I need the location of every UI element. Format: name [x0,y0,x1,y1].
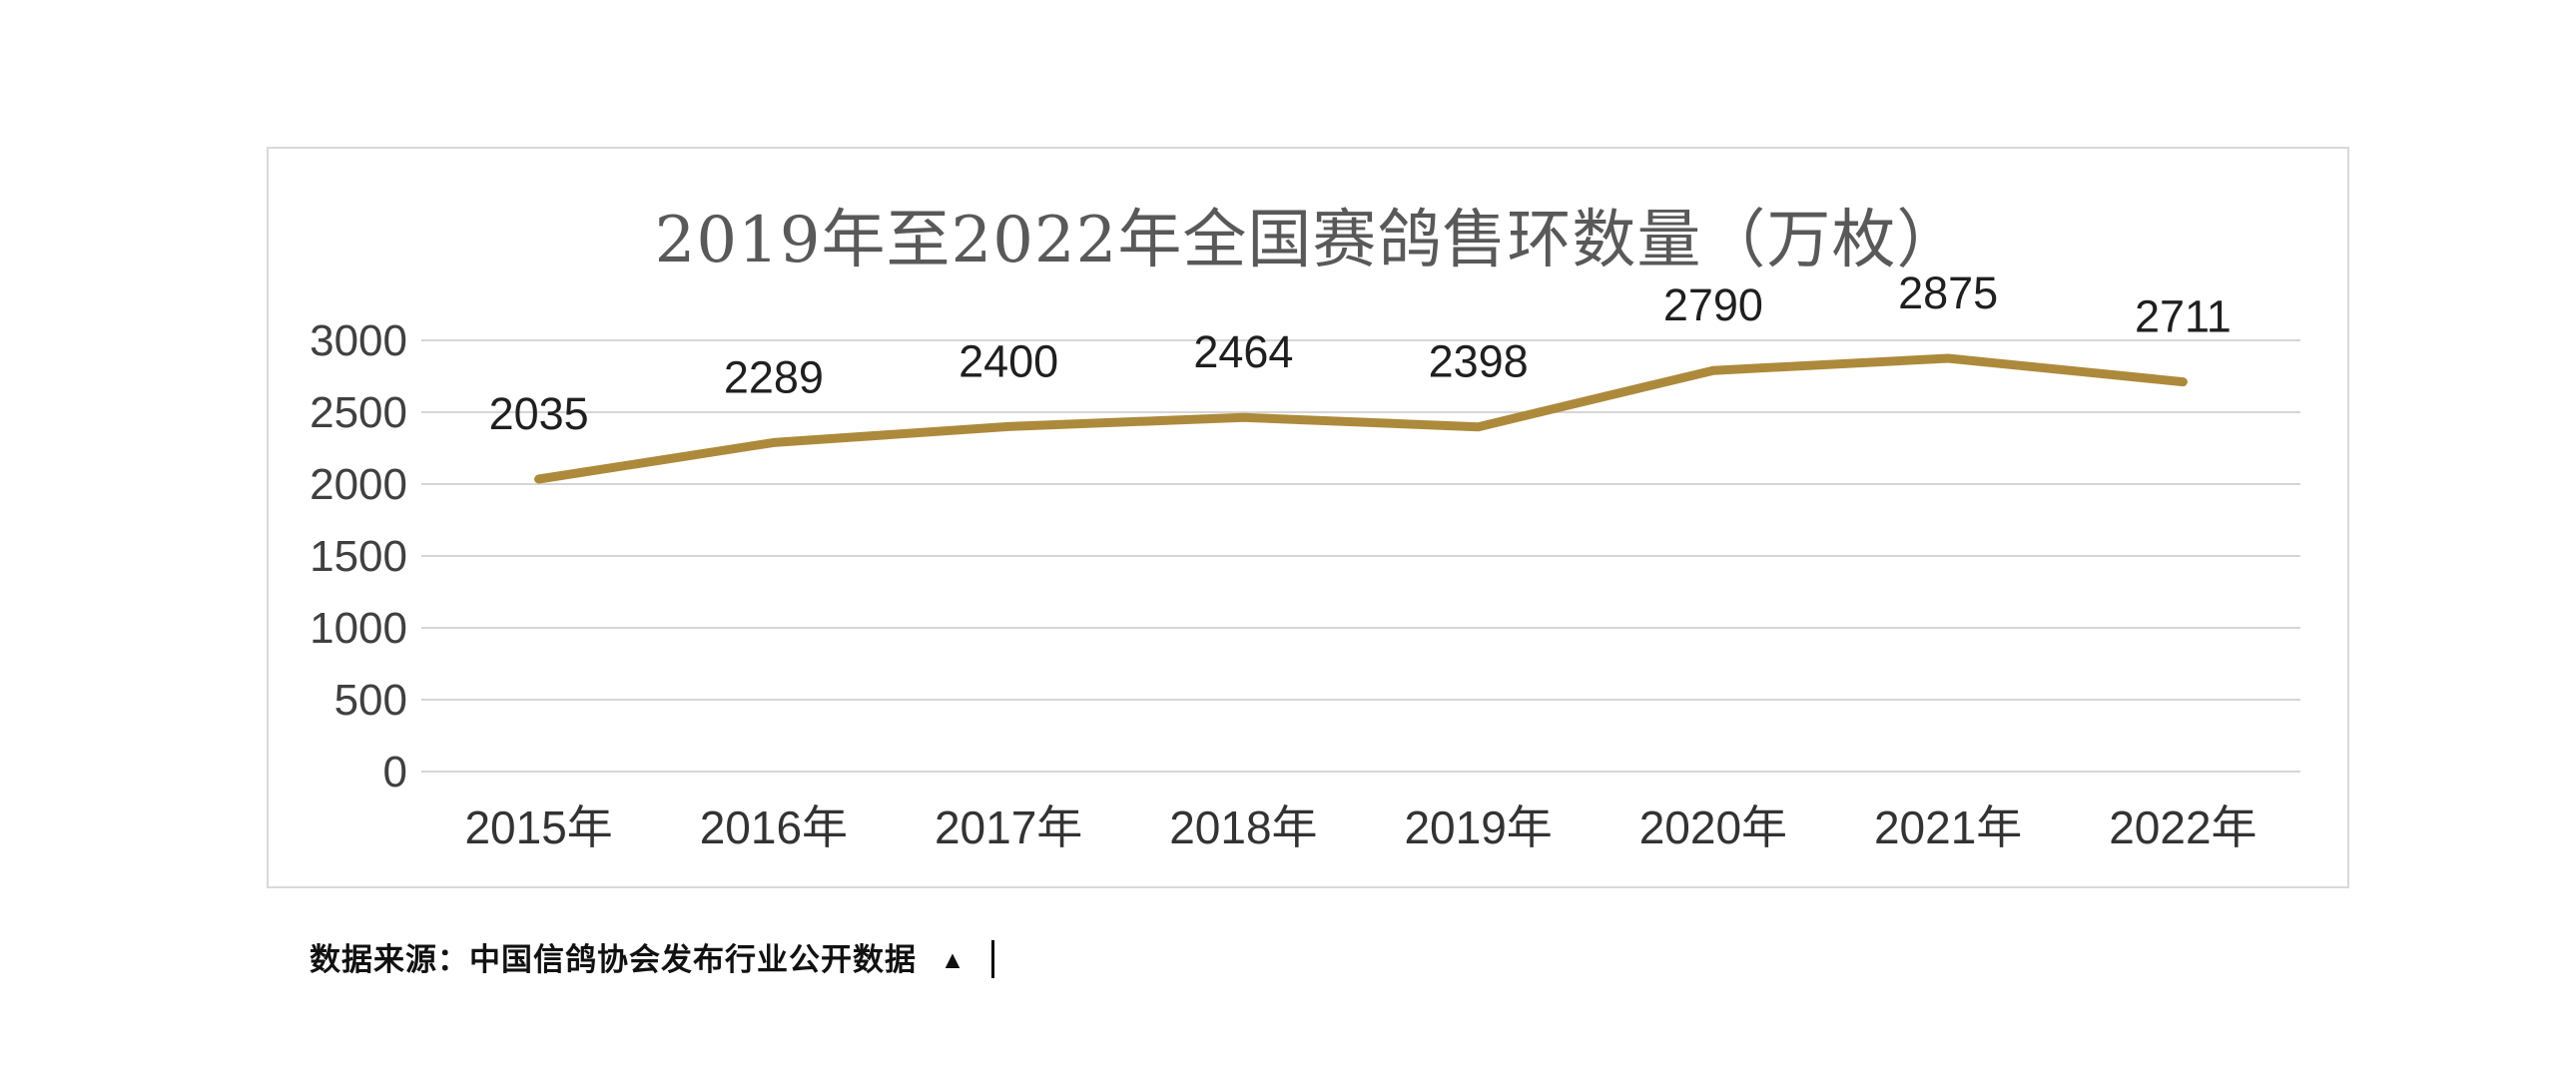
y-axis-label: 1000 [310,604,407,653]
data-label: 2289 [724,351,824,402]
data-label: 2790 [1663,279,1763,330]
line-chart-plot: 0 500 1000 1500 2000 2500 3000 2035 2289 2400 2464… [310,267,2300,853]
triangle-marker: ▲ [940,946,966,974]
series-line [534,353,2188,484]
source-note-text: 数据来源：中国信鸽协会发布行业公开数据 [310,942,917,977]
data-label: 2400 [959,335,1058,386]
x-axis-label: 2019年 [1404,801,1552,853]
y-axis-label: 3000 [310,316,407,365]
x-axis-label: 2018年 [1169,801,1317,853]
x-axis-label: 2017年 [935,801,1082,853]
x-axis-label: 2021年 [1874,801,2022,853]
x-axis-label: 2020年 [1639,801,1787,853]
data-label: 2035 [489,388,589,439]
y-axis-label: 2000 [310,460,407,509]
y-axis-label: 500 [334,676,407,725]
data-label: 2711 [2135,291,2232,342]
source-note: 数据来源：中国信鸽协会发布行业公开数据 ▲ [310,934,994,981]
text-cursor [991,939,994,978]
data-label: 2875 [1898,267,1998,318]
y-axis-label: 1500 [310,532,407,581]
data-label: 2464 [1193,326,1293,377]
x-axis-label: 2022年 [2109,801,2256,853]
x-axis-label: 2015年 [464,801,612,853]
y-axis-label: 2500 [310,388,407,437]
x-axis-label: 2016年 [700,801,848,853]
y-axis-label: 0 [383,748,407,797]
chart-title: 2019年至2022年全国赛鸽售环数量（万枚） [654,204,1962,277]
data-label: 2398 [1429,336,1529,387]
chart-area[interactable]: 2019年至2022年全国赛鸽售环数量（万枚） 0 500 1000 1500 2000… [267,147,2349,888]
